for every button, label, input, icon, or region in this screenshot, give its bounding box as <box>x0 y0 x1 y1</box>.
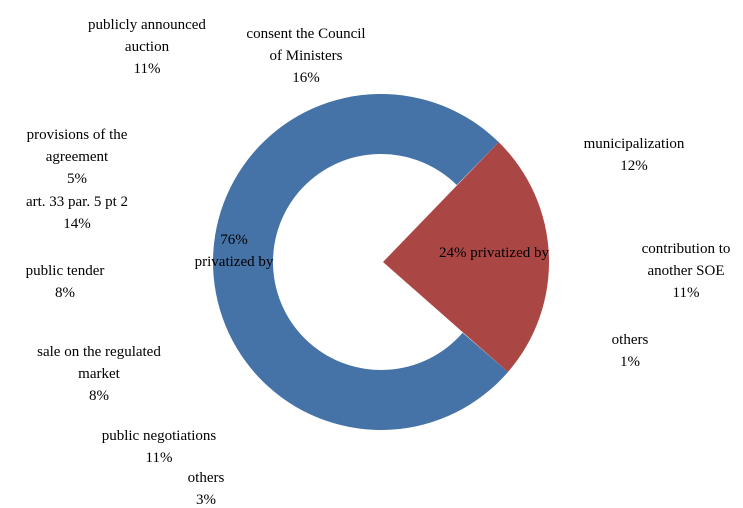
data-label: publicly announced auction 11% <box>88 17 206 77</box>
slice-privatized-by <box>212 93 508 430</box>
labels-layer: 76% privatized by 24% privatized by publicl… <box>26 17 731 508</box>
data-label: public negotiations 11% <box>102 428 217 466</box>
data-label: provisions of the agreement 5% <box>27 127 128 187</box>
data-label: art. 33 par. 5 pt 2 14% <box>26 194 128 232</box>
data-label: public tender 8% <box>26 263 105 301</box>
slices-layer <box>212 93 549 430</box>
data-label: others 1% <box>612 332 649 370</box>
slice-label-privatized-by: 76% privatized by <box>195 232 274 270</box>
slice-other-share <box>383 142 549 372</box>
data-label: municipalization 12% <box>584 136 685 174</box>
data-label: sale on the regulated market 8% <box>37 344 161 404</box>
data-label: consent the Council of Ministers 16% <box>246 26 365 86</box>
data-label: others 3% <box>188 470 225 508</box>
slice-label-other-share: 24% privatized by <box>439 245 549 261</box>
data-label: contribution to another SOE 11% <box>642 241 731 301</box>
